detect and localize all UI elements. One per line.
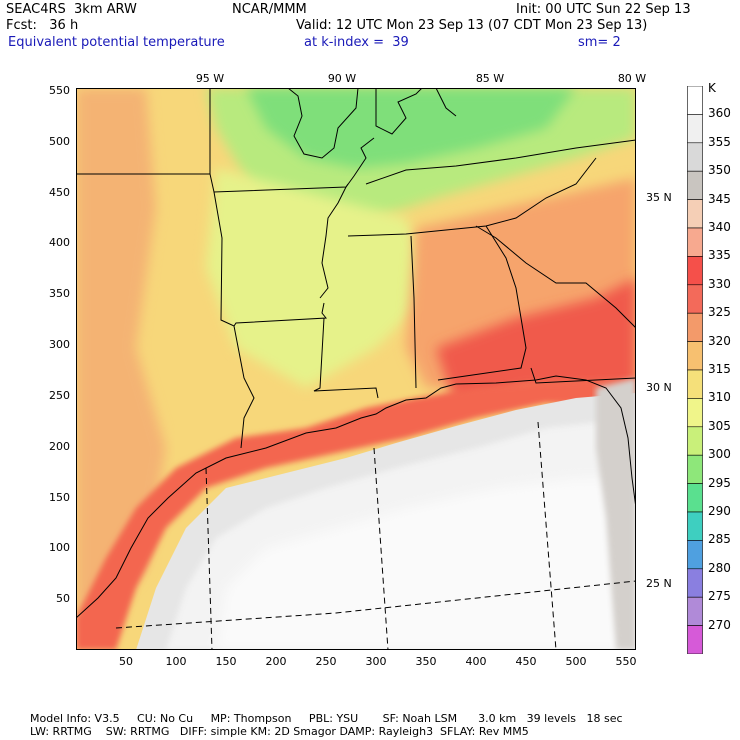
gulf-coastline: [76, 375, 636, 619]
colorbar-level-label: 300: [708, 447, 731, 462]
colorbar-swatch: [687, 398, 703, 428]
colorbar-swatch: [687, 199, 703, 229]
x-tick-label: 450: [515, 655, 537, 668]
x-tick-label: 250: [315, 655, 337, 668]
northern-green-core: [246, 88, 576, 168]
model-info-line2: LW: RRTMG SW: RRTMG DIFF: simple KM: 2D …: [30, 725, 529, 738]
model-info-line1: Model Info: V3.5 CU: No Cu MP: Thompson …: [30, 712, 623, 725]
colorbar-swatch: [687, 625, 703, 654]
y-tick-label: 50: [56, 592, 70, 606]
init-time: Init: 00 UTC Sun 22 Sep 13: [516, 2, 691, 17]
colorbar-level-label: 340: [708, 220, 731, 234]
y-tick-label: 400: [49, 236, 70, 250]
colorbar-level-label: 285: [708, 532, 731, 547]
colorbar-swatch: [687, 483, 703, 513]
colorbar-swatch: [687, 596, 703, 626]
valid-time: Valid: 12 UTC Mon 23 Sep 13 (07 CDT Mon …: [296, 18, 648, 33]
latitude-label: 30 N: [646, 381, 672, 394]
forecast-hour: Fcst: 36 h: [6, 18, 79, 33]
colorbar-level-label: 315: [708, 362, 731, 376]
level-label: at k-index = 39: [304, 35, 409, 50]
y-tick-label: 200: [49, 439, 70, 453]
y-tick-label: 500: [49, 134, 70, 148]
x-tick-label: 500: [565, 655, 587, 668]
colorbar-level-label: 305: [708, 418, 731, 433]
colorbar-swatch: [687, 312, 703, 342]
colorbar-swatch: [687, 142, 703, 172]
smoothing-label: sm= 2: [578, 35, 621, 50]
colorbar-level-label: 290: [708, 504, 731, 518]
longitude-label: 80 W: [617, 72, 647, 85]
colorbar-swatch: [687, 369, 703, 399]
y-tick-label: 100: [49, 541, 70, 555]
colorbar-level-label: 320: [708, 333, 731, 348]
colorbar-level-label: 270: [708, 617, 731, 632]
latitude-label: 35 N: [646, 191, 672, 204]
colorbar-swatch: [687, 114, 703, 144]
colorbar-swatch: [687, 540, 703, 570]
y-tick-label: 550: [49, 84, 70, 98]
colorbar-level-label: 350: [708, 163, 731, 178]
state-boundaries: [76, 88, 636, 449]
central-yellow-green: [206, 168, 436, 388]
colorbar-swatch: [687, 568, 703, 598]
colorbar-unit: K: [708, 81, 716, 95]
x-tick-label: 150: [215, 655, 237, 668]
longitude-label: 90 W: [327, 72, 357, 85]
colorbar-swatch: [687, 341, 703, 371]
colorbar-level-label: 275: [708, 589, 731, 604]
colorbar-swatch: [687, 86, 703, 115]
colorbar-level-label: 335: [708, 248, 731, 263]
x-tick-label: 350: [415, 655, 437, 668]
longitude-label: 95 W: [195, 72, 225, 85]
x-tick-label: 550: [615, 655, 637, 668]
colorbar-level-label: 325: [708, 305, 731, 320]
colorbar-level-label: 310: [708, 390, 731, 405]
colorbar-swatch: [687, 170, 703, 200]
colorbar-swatch: [687, 284, 703, 314]
y-tick-label: 450: [49, 185, 70, 199]
institution-label: NCAR/MMM: [232, 2, 307, 17]
colorbar-level-label: 360: [708, 106, 731, 121]
x-tick-label: 300: [365, 655, 387, 668]
gulf-center: [216, 478, 636, 650]
colorbar-level-label: 355: [708, 134, 731, 149]
gulf-coast-red-strip: [76, 378, 636, 650]
x-tick-label: 400: [465, 655, 487, 668]
colorbar-swatch: [687, 426, 703, 456]
colorbar: [687, 86, 703, 654]
colorbar-level-label: 330: [708, 276, 731, 291]
x-tick-label: 50: [119, 655, 133, 668]
x-tick-label: 200: [265, 655, 287, 668]
colorbar-swatch: [687, 256, 703, 286]
y-tick-label: 150: [49, 490, 70, 504]
colorbar-swatch: [687, 511, 703, 541]
latitude-label: 25 N: [646, 577, 672, 590]
theta-e-map: [76, 88, 636, 650]
y-tick-label: 300: [49, 338, 70, 352]
colorbar-swatch: [687, 227, 703, 257]
colorbar-level-label: 280: [708, 560, 731, 575]
field-name: Equivalent potential temperature: [8, 35, 225, 50]
colorbar-level-label: 345: [708, 191, 731, 206]
graticule: [115, 421, 636, 650]
colorbar-level-label: 295: [708, 475, 731, 490]
colorbar-swatch: [687, 454, 703, 484]
longitude-label: 85 W: [475, 72, 505, 85]
southeast-red-band: [436, 278, 636, 408]
map-frame: [76, 88, 636, 650]
y-tick-label: 350: [49, 287, 70, 301]
model-title: SEAC4RS 3km ARW: [6, 2, 137, 17]
x-tick-label: 100: [165, 655, 187, 668]
y-tick-label: 250: [49, 388, 70, 402]
